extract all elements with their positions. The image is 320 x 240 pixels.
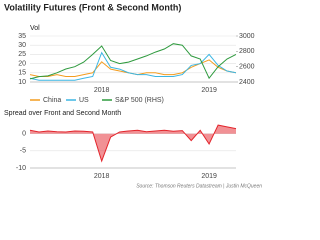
y-tick-label: 20 (18, 60, 26, 67)
legend-label: S&P 500 (RHS) (115, 97, 164, 104)
chart-title: Volatility Futures (Front & Second Month… (4, 2, 181, 12)
y-tick-label: 35 (18, 33, 26, 40)
line (29, 51, 237, 81)
y2-tick-label: 2400 (239, 79, 255, 86)
x-tick-label: 2018 (94, 87, 110, 94)
y2-tick-label: 2600 (239, 64, 255, 71)
line (29, 124, 237, 163)
legend-label: China (43, 97, 61, 104)
panel-title: Spread over Front and Second Month (4, 110, 121, 117)
x-tick-label: 2018 (94, 173, 110, 180)
y2-tick-label: 2800 (239, 48, 255, 55)
y-tick-label: 0 (22, 131, 26, 138)
line (29, 43, 237, 80)
y-tick-label: 25 (18, 51, 26, 58)
y-tick-label: -5 (20, 148, 26, 155)
x-tick-label: 2019 (201, 173, 217, 180)
y-axis-label: Vol (30, 25, 40, 32)
y-tick-label: 10 (18, 79, 26, 86)
legend-label: US (79, 97, 89, 104)
y-tick-label: -10 (16, 165, 26, 172)
x-tick-label: 2019 (201, 87, 217, 94)
y-tick-label: 15 (18, 70, 26, 77)
source: Source: Thomson Reuters Datastream | Jus… (136, 183, 262, 189)
y-tick-label: 30 (18, 42, 26, 49)
chart: Volatility Futures (Front & Second Month… (4, 2, 262, 189)
y2-tick-label: 3000 (239, 33, 255, 40)
area (30, 125, 236, 162)
